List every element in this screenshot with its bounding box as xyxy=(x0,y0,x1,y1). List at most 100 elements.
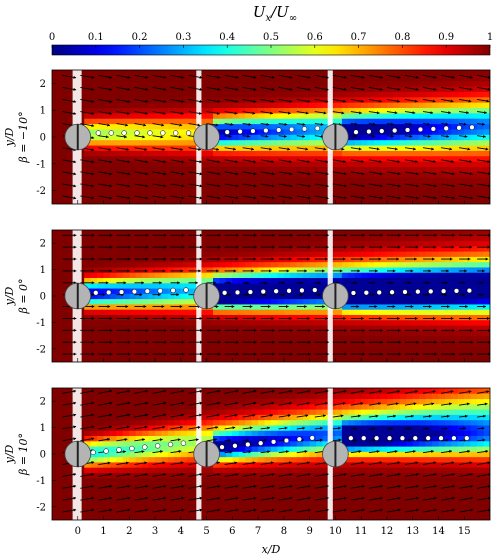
vector-arrowhead xyxy=(235,184,239,188)
heatmap-cell xyxy=(90,298,98,305)
heatmap-cell xyxy=(251,177,259,184)
heatmap-cell xyxy=(148,298,156,305)
heatmap-cell xyxy=(470,314,478,321)
heatmap-cell xyxy=(277,86,285,92)
vector-arrowhead xyxy=(217,99,221,103)
heatmap-cell xyxy=(187,198,195,204)
heatmap-cell xyxy=(470,303,478,310)
vector-arrowhead xyxy=(195,281,198,285)
heatmap-cell xyxy=(464,171,472,178)
heatmap-cell xyxy=(277,177,285,184)
heatmap-cell xyxy=(457,356,465,362)
heatmap-cell xyxy=(470,245,478,252)
heatmap-cell xyxy=(97,509,105,516)
heatmap-cell xyxy=(477,230,485,236)
heatmap-cell xyxy=(90,346,98,352)
heatmap-cell xyxy=(316,330,324,337)
heatmap-cell xyxy=(129,430,137,437)
heatmap-cell xyxy=(367,330,375,337)
heatmap-cell xyxy=(52,456,59,463)
heatmap-cell xyxy=(58,251,66,257)
heatmap-cell xyxy=(380,86,388,92)
vector-arrowhead xyxy=(127,172,131,176)
heatmap-cell xyxy=(432,288,439,294)
heatmap-cell xyxy=(464,128,472,135)
heatmap-cell xyxy=(425,230,433,236)
heatmap-cell xyxy=(425,86,433,92)
heatmap-cell xyxy=(52,171,59,178)
heatmap-cell xyxy=(425,102,433,109)
colorbar-tick-label: 0.9 xyxy=(438,32,454,43)
heatmap-cell xyxy=(148,102,156,109)
vector-arrowhead xyxy=(181,316,185,320)
heatmap-cell xyxy=(451,177,459,184)
heatmap-cell xyxy=(380,155,388,162)
heatmap-cell xyxy=(135,393,143,400)
heatmap-cell xyxy=(200,240,208,247)
vector-arrowhead xyxy=(181,340,185,344)
vector-arrowhead xyxy=(217,160,221,164)
heatmap-cell xyxy=(316,277,324,284)
heatmap-cell xyxy=(374,166,381,173)
heatmap-cell xyxy=(142,102,150,109)
heatmap-cell xyxy=(354,70,362,76)
heatmap-cell xyxy=(97,245,105,252)
y-tick-label: 0 xyxy=(40,292,46,303)
heatmap-cell xyxy=(283,198,291,204)
heatmap-cell xyxy=(251,139,259,146)
heatmap-cell xyxy=(129,123,137,130)
heatmap-cell xyxy=(348,171,356,178)
heatmap-cell xyxy=(374,171,381,178)
heatmap-cell xyxy=(161,266,169,273)
vector-arrowhead xyxy=(416,352,419,356)
heatmap-cell xyxy=(290,293,298,300)
heatmap-cell xyxy=(225,198,233,204)
heatmap-cell xyxy=(142,314,150,321)
heatmap-cell xyxy=(457,293,465,300)
heatmap-cell xyxy=(109,319,117,326)
heatmap-cell xyxy=(142,235,150,242)
heatmap-cell xyxy=(264,330,272,337)
heatmap-cell xyxy=(348,107,356,114)
heatmap-cell xyxy=(380,70,388,76)
heatmap-cell xyxy=(386,155,394,162)
heatmap-cell xyxy=(109,198,117,204)
heatmap-cell xyxy=(277,314,285,321)
heatmap-cell xyxy=(90,261,98,268)
heatmap-cell xyxy=(52,70,59,76)
vector-arrowhead xyxy=(434,328,437,332)
heatmap-cell xyxy=(167,70,175,76)
heatmap-cell xyxy=(142,230,150,236)
heatmap-cell xyxy=(309,166,317,173)
heatmap-cell xyxy=(438,102,446,109)
heatmap-cell xyxy=(464,96,472,103)
heatmap-cell xyxy=(232,166,240,173)
heatmap-cell xyxy=(457,171,465,178)
heatmap-cell xyxy=(412,118,420,125)
vector-arrowhead xyxy=(235,172,239,176)
heatmap-cell xyxy=(148,293,156,300)
heatmap-cell xyxy=(174,272,182,279)
heatmap-cell xyxy=(341,240,349,247)
heatmap-cell xyxy=(187,261,195,268)
heatmap-cell xyxy=(129,261,137,268)
heatmap-cell xyxy=(412,335,420,342)
vector-arrowhead xyxy=(415,160,418,164)
heatmap-cell xyxy=(219,330,227,337)
vector-arrowhead xyxy=(302,122,306,126)
heatmap-cell xyxy=(129,419,137,426)
heatmap-cell xyxy=(142,504,150,510)
heatmap-cell xyxy=(335,70,343,76)
wake-marker xyxy=(260,288,266,295)
heatmap-cell xyxy=(271,80,278,87)
heatmap-cell xyxy=(303,261,311,268)
vector-arrowhead xyxy=(451,172,455,176)
heatmap-cell xyxy=(374,193,381,200)
heatmap-cell xyxy=(412,277,420,284)
heatmap-cell xyxy=(406,319,414,326)
vector-arrowhead xyxy=(488,196,490,200)
heatmap-cell xyxy=(451,91,459,98)
vector-arrowhead xyxy=(246,281,249,285)
heatmap-cell xyxy=(90,150,98,157)
heatmap-cell xyxy=(354,272,362,279)
